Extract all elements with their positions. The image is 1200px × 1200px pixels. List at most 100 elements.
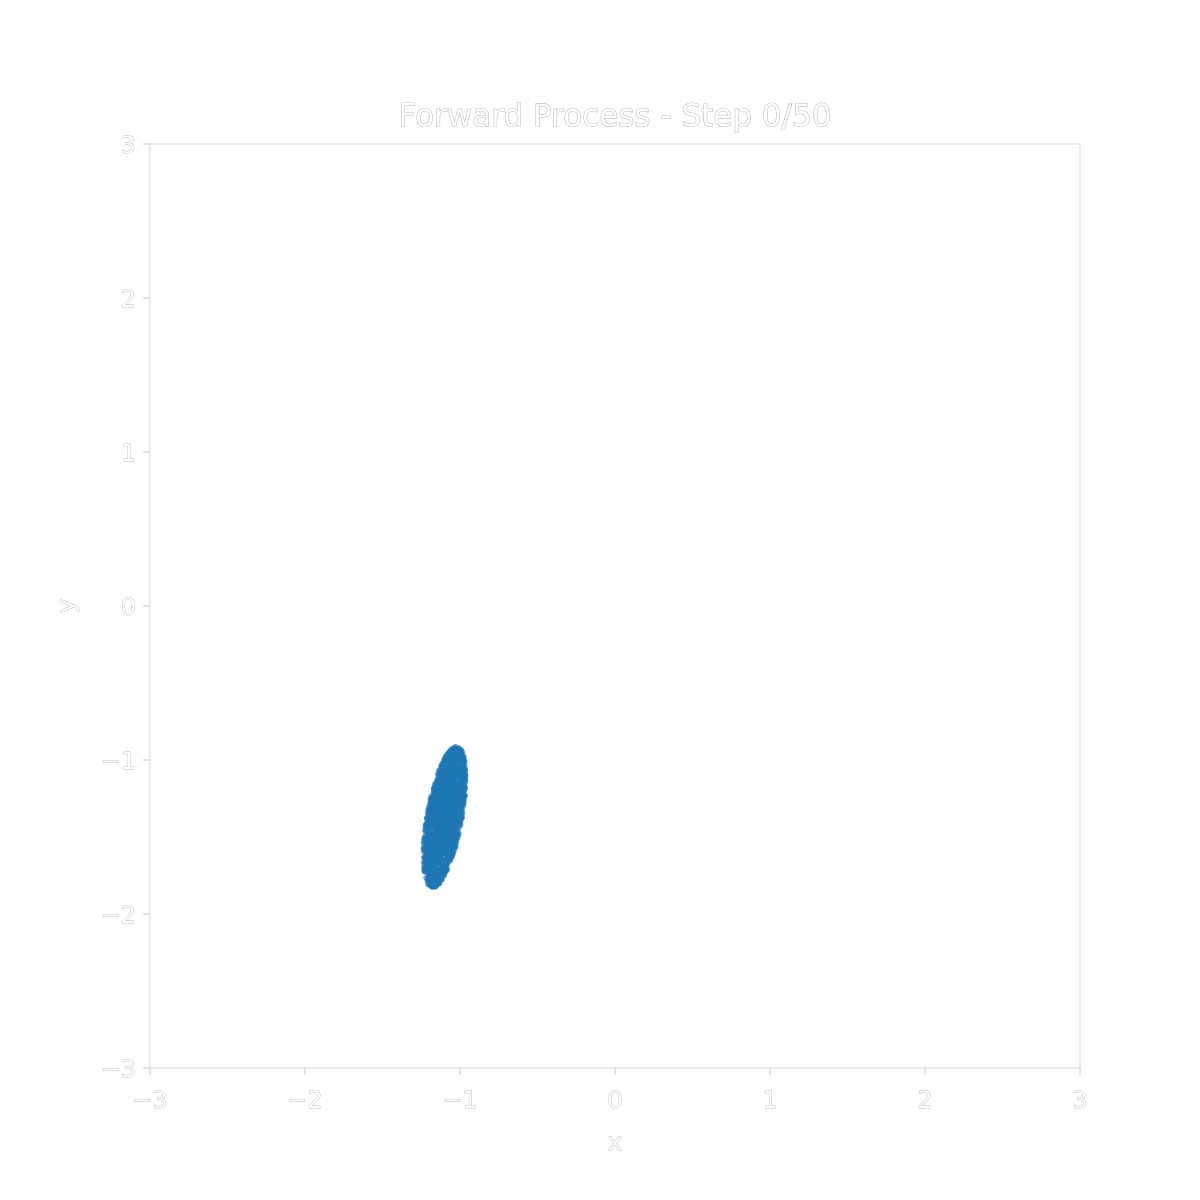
data-point [433,875,439,881]
data-point [427,852,433,858]
chart-title: Forward Process - Step 0/50 [398,98,831,134]
x-tick-label: 0 [607,1086,622,1114]
data-point [434,799,440,805]
plot-frame [149,143,1081,1069]
data-point [461,788,467,794]
data-point [457,804,463,810]
data-point [427,797,433,803]
data-point [435,826,442,832]
data-point [450,780,457,786]
data-point [438,834,444,841]
data-point [435,840,441,847]
data-point [421,844,428,850]
data-point [445,814,451,820]
data-point [439,793,445,799]
data-point [462,794,468,801]
y-tick-label: 3 [121,131,136,159]
data-point [433,793,439,800]
data-point [436,804,442,810]
data-point [438,869,444,875]
data-point [434,782,440,789]
data-point [427,881,433,887]
data-point [442,771,448,777]
x-axis-label: x [608,1128,622,1156]
data-point [445,856,451,862]
data-point [456,814,462,820]
data-point [451,800,457,806]
data-point [447,748,453,754]
data-point [432,803,438,809]
data-point [444,850,450,857]
x-axis: −3 −2 −1 0 1 2 3 [132,1068,1088,1114]
data-point [440,787,446,793]
data-point [447,846,454,852]
data-point [449,832,455,838]
y-axis: −3 −2 −1 0 1 2 3 [100,131,150,1083]
data-point [450,804,456,810]
data-point [452,809,458,815]
data-point [455,765,461,771]
data-point [445,784,451,790]
x-tick-label: 1 [762,1086,777,1114]
data-point [427,863,433,869]
data-point [424,826,430,833]
data-point [429,812,435,818]
data-point [443,862,449,868]
data-point [439,852,445,858]
data-point [461,771,468,777]
data-point [421,837,427,843]
data-point [445,818,452,824]
data-point [459,748,465,754]
data-point [437,821,443,827]
data-point [434,809,440,815]
data-point [430,870,436,877]
x-tick-label: −1 [442,1086,477,1114]
data-point [449,827,456,833]
data-point [454,786,461,792]
data-point [435,788,441,794]
data-point [451,822,457,829]
data-point [438,856,445,862]
data-point [454,793,460,799]
data-point [443,837,449,844]
data-point [433,850,439,856]
data-point [453,837,459,843]
data-point [428,806,434,812]
data-point [446,762,452,768]
data-point [456,756,463,762]
data-series [420,744,469,890]
data-point [443,807,449,813]
data-point [453,844,459,850]
data-point [447,756,453,763]
data-point [440,843,446,849]
data-point [443,823,449,829]
data-point [451,746,458,752]
data-point [426,843,432,849]
y-tick-label: −2 [101,901,136,929]
data-point [444,828,450,835]
data-point [451,770,457,776]
y-tick-label: 2 [121,285,136,313]
data-point [450,812,456,819]
data-point [462,778,468,784]
data-point [422,821,428,827]
data-point [431,857,437,863]
data-point [457,823,464,829]
x-tick-label: 3 [1072,1086,1087,1114]
data-point [439,760,445,766]
y-tick-label: −3 [101,1055,136,1083]
x-tick-label: −2 [287,1086,322,1114]
data-point [450,792,456,799]
data-point [435,816,441,822]
data-point [422,855,428,861]
data-point [459,800,466,806]
y-axis-label: y [52,599,80,613]
data-point [452,776,458,782]
y-tick-label: −1 [101,747,136,775]
data-point [460,753,466,759]
x-tick-label: 2 [917,1086,932,1114]
y-tick-label: 0 [121,593,136,621]
data-point [455,782,461,788]
